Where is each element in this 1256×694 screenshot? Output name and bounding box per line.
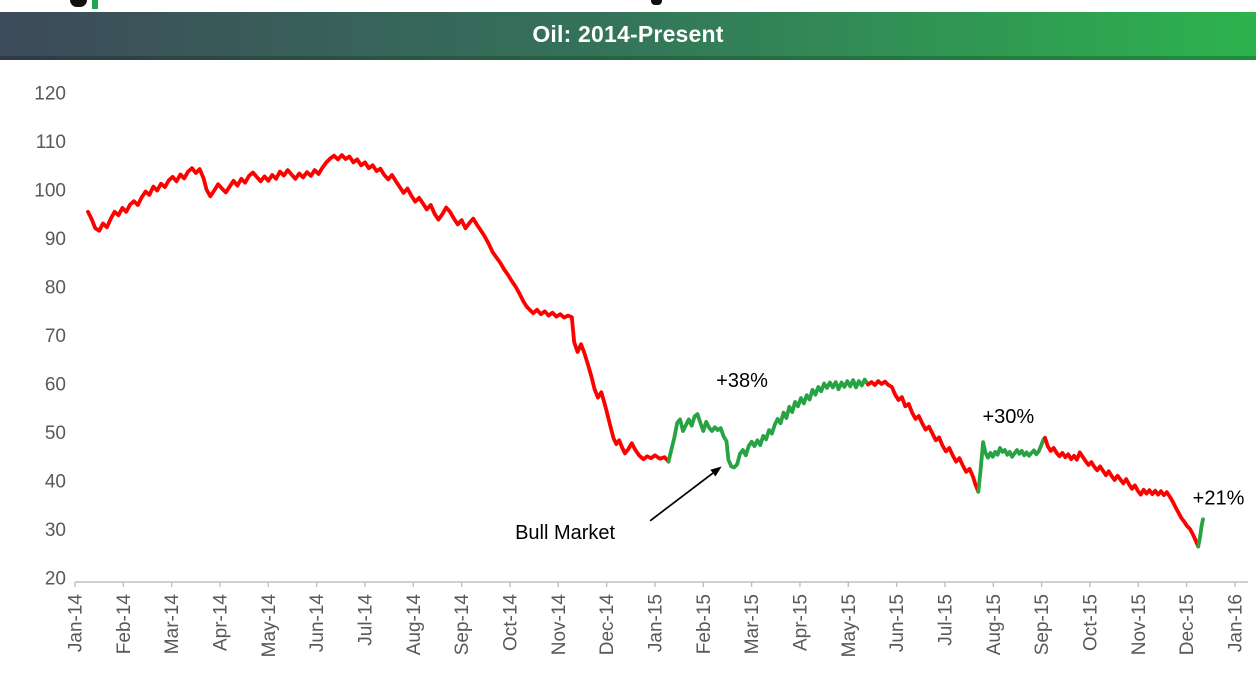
y-tick-label: 30	[45, 520, 66, 541]
y-tick-label: 60	[45, 375, 66, 396]
annotation-gain-30pct: +30%	[982, 406, 1034, 428]
x-tick-label: Aug-15	[984, 594, 1005, 655]
price-line-bull-rally-30pct	[976, 435, 1047, 494]
x-tick-label: Feb-14	[114, 594, 135, 655]
x-tick-label: Nov-14	[549, 594, 570, 656]
y-tick-label: 20	[45, 569, 66, 590]
cropped-text-remnant-3	[651, 0, 662, 5]
x-tick-label: Mar-15	[742, 594, 763, 654]
x-tick-label: Sep-15	[1032, 594, 1053, 655]
price-line-bear-oct15-jan16	[1043, 435, 1201, 549]
y-tick-label: 90	[45, 229, 66, 250]
x-tick-label: Jun-14	[307, 594, 328, 653]
trend-arrow-head	[710, 466, 722, 477]
x-tick-label: Mar-14	[162, 594, 183, 655]
x-tick-label: Apr-14	[211, 594, 232, 651]
title-bar-edge	[0, 56, 1256, 60]
y-tick-label: 50	[45, 423, 66, 444]
x-tick-label: May-15	[839, 594, 860, 657]
price-line-bear-jun15-aug15	[866, 379, 981, 494]
y-tick-label: 120	[34, 84, 66, 105]
x-tick-label: Jun-15	[887, 594, 908, 652]
chart-title-bar: Oil: 2014-Present	[0, 12, 1256, 56]
x-tick-label: Jul-15	[935, 594, 956, 646]
x-tick-label: Aug-14	[404, 594, 425, 656]
x-tick-label: Dec-14	[597, 594, 618, 656]
x-tick-label: Oct-14	[501, 594, 522, 651]
price-line-bull-rally-21pct	[1196, 517, 1205, 549]
cropped-text-remnant-1	[70, 0, 87, 7]
price-line-bear-2014-decline	[86, 153, 671, 464]
annotation-gain-21pct: +21%	[1193, 488, 1245, 510]
x-tick-label: Jul-14	[356, 594, 377, 646]
cropped-text-remnant-2	[92, 0, 98, 9]
y-tick-label: 70	[45, 326, 66, 347]
x-tick-label: Feb-15	[694, 594, 715, 654]
chart-title: Oil: 2014-Present	[532, 20, 724, 47]
x-tick-label: Jan-16	[1225, 594, 1246, 652]
x-tick-label: Oct-15	[1080, 594, 1101, 651]
x-tick-label: Jan-14	[66, 594, 87, 653]
y-tick-label: 80	[45, 278, 66, 299]
x-tick-label: Sep-14	[452, 594, 473, 656]
x-tick-label: Apr-15	[790, 594, 811, 651]
x-tick-label: May-14	[259, 594, 280, 658]
y-tick-label: 100	[34, 181, 66, 202]
x-tick-label: Jan-15	[646, 594, 667, 652]
x-tick-label: Nov-15	[1129, 594, 1150, 655]
trend-arrow-shaft	[649, 470, 716, 522]
annotation-bull-market-label: Bull Market	[515, 522, 615, 544]
price-line-bull-rally-38pct	[666, 377, 870, 470]
y-tick-label: 40	[45, 472, 66, 493]
x-tick-label: Dec-15	[1177, 594, 1198, 655]
y-tick-label: 110	[36, 132, 66, 153]
annotation-gain-38pct: +38%	[716, 370, 768, 392]
